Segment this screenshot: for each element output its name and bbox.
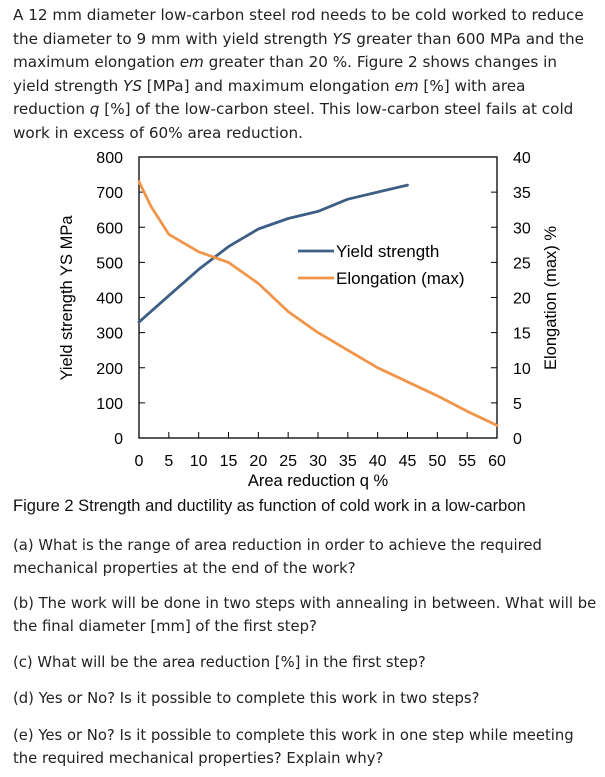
y-left-tick-label: 100	[96, 396, 123, 413]
x-tick-label: 0	[135, 453, 144, 470]
x-axis-title: Area reduction q %	[248, 472, 389, 490]
y-right-tick-label: 30	[513, 220, 531, 237]
y-right-tick-label: 15	[513, 326, 531, 343]
x-tick-label: 35	[339, 453, 357, 470]
question-d: (d) Yes or No? Is it possible to complet…	[13, 690, 480, 707]
question-c: (c) What will be the area reduction [%] …	[13, 654, 426, 671]
intro-text-3: greater than 20 %. Figure 2 shows change…	[13, 53, 557, 95]
x-tick-label: 10	[190, 453, 208, 470]
y-right-tick-label: 0	[513, 431, 522, 448]
y-left-tick-label: 400	[96, 291, 123, 308]
y-left-axis-title: Yield strength YS MPa	[58, 215, 76, 381]
y-left-tick-label: 300	[96, 326, 123, 343]
em-symbol: em	[179, 53, 204, 72]
figure-caption: Figure 2 Strength and ductility as funct…	[13, 497, 526, 515]
y-left-tick-label: 600	[96, 220, 123, 237]
plot-frame	[138, 156, 498, 439]
x-tick-label: 45	[399, 453, 417, 470]
intro-text-6: [%] of the low-carbon steel. This low-ca…	[13, 100, 574, 142]
y-left-tick-label: 0	[114, 431, 123, 448]
problem-statement: A 12 mm diameter low-carbon steel rod ne…	[13, 4, 597, 146]
intro-text-2: greater than 600 MPa and the maximum elo…	[13, 29, 585, 72]
y-right-tick-label: 25	[513, 255, 531, 272]
y-right-tick-label: 20	[513, 291, 531, 308]
ys-symbol: YS	[332, 29, 352, 48]
x-tick-label: 20	[249, 453, 267, 470]
y-left-tick-label: 200	[96, 361, 123, 378]
ys-symbol: YS	[123, 76, 142, 95]
y-right-tick-label: 10	[513, 361, 531, 378]
figure-2-chart: 0 5 10 15 20 25 30 35 40 45 50 55 600100200300400500…	[58, 150, 560, 490]
q-symbol: q	[89, 100, 100, 119]
y-right-axis-title: Elongation (max) %	[542, 226, 560, 370]
y-right-tick-label: 35	[513, 185, 531, 202]
question-a: (a) What is the range of area reduction …	[13, 537, 542, 577]
x-tick-label: 15	[220, 453, 238, 470]
x-tick-label: 5	[164, 453, 173, 470]
intro-text-4: [MPa] and maximum elongation	[141, 76, 395, 95]
x-tick-label: 30	[309, 453, 327, 470]
y-left-tick-label: 800	[96, 150, 123, 167]
x-tick-label: 25	[279, 453, 297, 470]
legend-label-1: Elongation (max)	[336, 269, 465, 288]
series-line-1	[137, 180, 499, 427]
x-tick-label: 50	[428, 453, 446, 470]
intro-text-1: A 12 mm diameter low-carbon steel rod ne…	[13, 6, 584, 48]
x-tick-label: 55	[458, 453, 476, 470]
y-left-tick-label: 700	[96, 185, 123, 202]
intro-text-5: [%] with area reduction	[13, 76, 526, 119]
y-left-tick-label: 500	[96, 255, 123, 272]
y-right-tick-label: 40	[513, 150, 531, 167]
question-e: (e) Yes or No? Is it possible to complet…	[13, 727, 574, 767]
question-b: (b) The work will be done in two steps w…	[13, 595, 597, 635]
x-tick-label: 60	[488, 453, 506, 470]
series-line-0	[137, 183, 409, 324]
legend-label-0: Yield strength	[336, 242, 439, 261]
y-right-tick-label: 5	[513, 396, 522, 413]
em-symbol: em	[394, 76, 419, 95]
x-tick-label: 40	[369, 453, 387, 470]
